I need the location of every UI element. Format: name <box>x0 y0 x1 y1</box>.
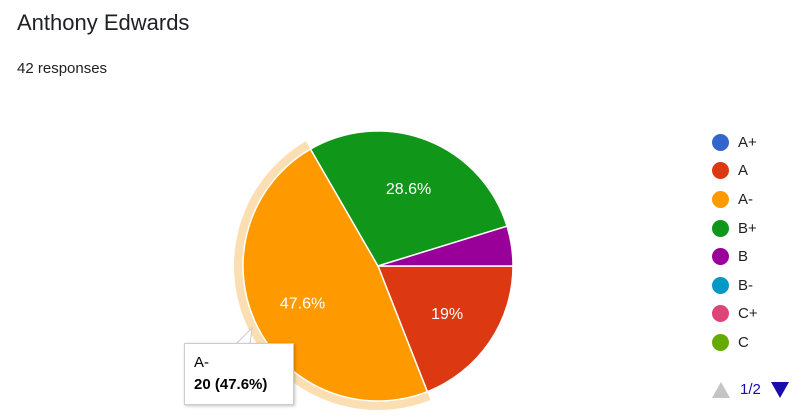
legend-item-c[interactable]: C <box>712 328 802 357</box>
legend-label: B <box>738 248 748 265</box>
chart-legend: A+ A A- B+ B B- C+ C <box>712 128 802 357</box>
slice-percent-label: 19% <box>431 306 463 323</box>
legend-label: B- <box>738 277 753 294</box>
legend-item-a-minus[interactable]: A- <box>712 185 802 214</box>
legend-prev-page-icon <box>712 382 730 398</box>
legend-item-c-plus[interactable]: C+ <box>712 300 802 329</box>
legend-swatch <box>712 162 729 179</box>
legend-item-a[interactable]: A <box>712 157 802 186</box>
legend-item-b[interactable]: B <box>712 242 802 271</box>
tooltip-pointer <box>236 328 252 344</box>
legend-swatch <box>712 220 729 237</box>
tooltip-label: A- <box>194 352 284 374</box>
tooltip-value: 20 (47.6%) <box>194 374 284 396</box>
legend-pager: 1/2 <box>712 381 789 398</box>
slice-percent-label: 28.6% <box>386 181 431 198</box>
legend-item-b-minus[interactable]: B- <box>712 271 802 300</box>
legend-item-b-plus[interactable]: B+ <box>712 214 802 243</box>
slice-tooltip: A- 20 (47.6%) <box>184 343 294 405</box>
legend-swatch <box>712 305 729 322</box>
legend-label: C+ <box>738 305 758 322</box>
legend-label: B+ <box>738 220 757 237</box>
legend-page-indicator: 1/2 <box>740 381 761 398</box>
legend-label: A- <box>738 191 753 208</box>
legend-swatch <box>712 134 729 151</box>
legend-label: A <box>738 162 748 179</box>
legend-next-page-icon[interactable] <box>771 382 789 398</box>
legend-label: C <box>738 334 749 351</box>
legend-swatch <box>712 277 729 294</box>
legend-swatch <box>712 334 729 351</box>
slice-percent-label: 47.6% <box>280 295 325 312</box>
legend-swatch <box>712 248 729 265</box>
legend-item-a-plus[interactable]: A+ <box>712 128 802 157</box>
legend-label: A+ <box>738 134 757 151</box>
legend-swatch <box>712 191 729 208</box>
